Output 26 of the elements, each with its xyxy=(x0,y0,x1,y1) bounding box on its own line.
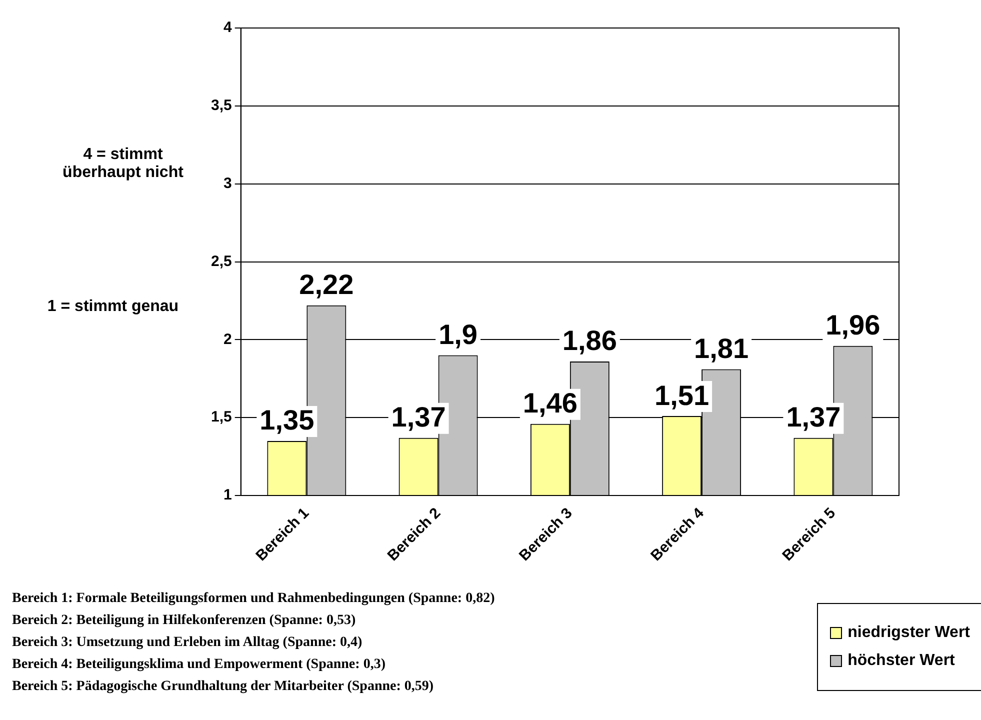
data-label: 1,9 xyxy=(438,318,478,350)
data-label: 1,81 xyxy=(694,333,749,364)
legend-label: niedrigster Wert xyxy=(848,624,970,642)
text: Bereich 3: Umsetzung und Erleben im Alltag (Spanne: 0,4) xyxy=(12,634,364,652)
data-label: 1,37 xyxy=(786,402,841,433)
text: Bereich 5: Pädagogische Grundhaltung der Mitarbeiter (Spanne: 0,59) xyxy=(12,678,435,696)
legend-label: höchster Wert xyxy=(848,652,955,670)
y-tick-label: 2,5 xyxy=(210,252,232,270)
data-label: 1,46 xyxy=(522,388,578,419)
text: 1 = stimmt genau xyxy=(46,298,180,316)
data-label: 2,22 xyxy=(299,269,354,300)
text: Bereich 4: Beteiligungsklima und Empowerment (Spanne: 0,3) xyxy=(12,656,386,674)
text: Bereich 2: Beteiligung in Hilfekonferenzen (Spanne: 0,53) xyxy=(12,612,357,630)
data-label: 1,51 xyxy=(654,380,710,411)
y-tick-label: 2 xyxy=(224,330,232,348)
y-tick-label: 3,5 xyxy=(210,97,232,114)
y-tick-label: 1 xyxy=(224,486,232,504)
y-tick-label: 1,5 xyxy=(210,408,232,426)
text: 4 = stimmt überhaupt nicht xyxy=(62,146,184,182)
data-label: 1,96 xyxy=(826,310,880,341)
y-tick-label: 3 xyxy=(224,174,232,192)
data-label: 1,37 xyxy=(391,402,446,433)
text: Bereich 1: Formale Beteiligungsformen und Rahmenbedingungen (Spanne: 0,82) xyxy=(12,590,495,608)
data-label: 1,86 xyxy=(562,325,617,356)
y-tick-label: 4 xyxy=(224,19,233,36)
data-label: 1,35 xyxy=(260,404,314,436)
